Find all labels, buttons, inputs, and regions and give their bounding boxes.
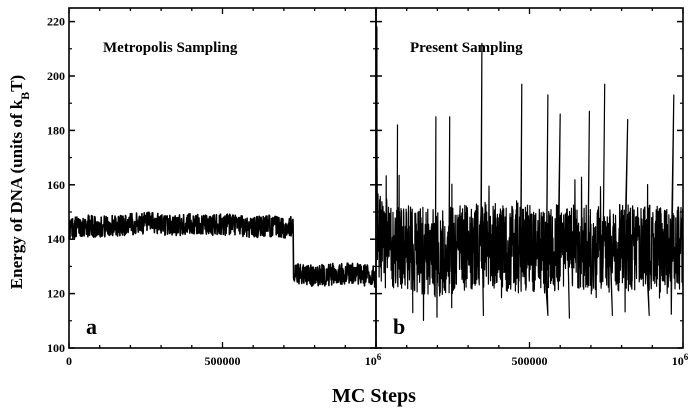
panel-a-letter: a <box>86 314 97 339</box>
y-axis-title-prefix: Energy of DNA (units of k <box>7 99 26 289</box>
plot-layer <box>68 26 684 321</box>
y-axis-title-subscript: B <box>18 92 32 100</box>
y-tick-label: 120 <box>47 287 65 301</box>
x-tick-label: 106 <box>672 352 689 368</box>
label-layer: Metropolis Sampling Present Sampling a b… <box>7 15 689 407</box>
panel-b-frame <box>375 7 684 349</box>
x-tick-label: 106 <box>365 352 382 368</box>
x-axis-title: MC Steps <box>332 385 416 407</box>
y-tick-label: 220 <box>47 15 65 29</box>
x-tick-label: 0 <box>66 354 72 368</box>
y-tick-label: 140 <box>47 232 65 246</box>
panel-a-energy-trace <box>68 211 377 289</box>
y-tick-label: 200 <box>47 69 65 83</box>
panel-a-title: Metropolis Sampling <box>103 40 238 56</box>
y-tick-label: 180 <box>47 123 65 137</box>
panel-b-energy-trace <box>375 26 684 321</box>
y-tick-label: 100 <box>47 341 65 355</box>
y-axis-title: Energy of DNA (units of kBT) <box>7 75 32 289</box>
frame-layer <box>68 7 684 349</box>
x-tick-label: 500000 <box>512 354 548 368</box>
x-tick-label: 500000 <box>205 354 241 368</box>
panel-a-frame <box>68 7 377 349</box>
panel-b-letter: b <box>393 314 405 339</box>
panel-b-title: Present Sampling <box>410 40 523 56</box>
y-axis-title-suffix: T) <box>7 75 26 92</box>
y-tick-label: 160 <box>47 178 65 192</box>
